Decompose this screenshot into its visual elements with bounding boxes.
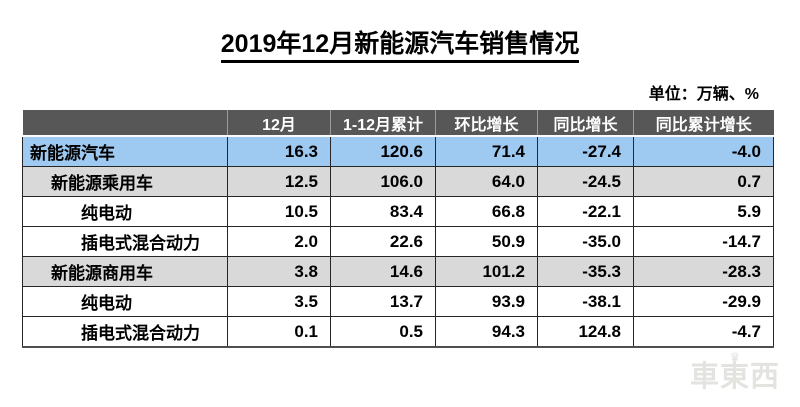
page-title-text: 2019年12月新能源汽车销售情况 [220,30,580,63]
value-cell: 13.7 [330,286,436,317]
value-cell: -35.0 [537,226,634,257]
value-cell: 12.5 [227,166,331,197]
value-cell: 22.6 [330,226,436,257]
value-cell: 71.4 [435,136,538,167]
value-cell: 0.5 [330,316,436,348]
value-cell: -35.3 [537,256,634,287]
value-cell: 94.3 [435,316,538,348]
column-header-cell: 同比累计增长 [633,110,774,137]
page-title: 2019年12月新能源汽车销售情况 [0,24,800,63]
value-cell: 2.0 [227,226,331,257]
table-header-row: 12月 1-12月累计 环比增长 同比增长 同比累计增长 [22,110,774,137]
row-label-cell: 新能源商用车 [22,256,228,287]
value-cell: 16.3 [227,136,331,167]
value-cell: -22.1 [537,196,634,227]
value-cell: -14.7 [633,226,774,257]
value-cell: 0.1 [227,316,331,348]
value-cell: 101.2 [435,256,538,287]
value-cell: -28.3 [633,256,774,287]
crown-icon: ♛ [729,350,741,364]
table-row: 插电式混合动力 0.1 0.5 94.3 124.8 -4.7 [22,316,774,348]
row-label-cell: 纯电动 [22,286,228,317]
column-header-cell: 1-12月累计 [330,110,436,137]
value-cell: 93.9 [435,286,538,317]
column-header-cell: 环比增长 [435,110,538,137]
column-header-cell: 同比增长 [537,110,634,137]
row-label-cell: 新能源汽车 [22,136,228,167]
chedongxi-watermark: ♛ 車東西 [676,351,794,392]
row-label-cell: 纯电动 [22,196,228,227]
table-row: 纯电动 10.5 83.4 66.8 -22.1 5.9 [22,196,774,227]
value-cell: 106.0 [330,166,436,197]
value-cell: 124.8 [537,316,634,348]
value-cell: 0.7 [633,166,774,197]
table-row: 新能源商用车 3.8 14.6 101.2 -35.3 -28.3 [22,256,774,287]
value-cell: 83.4 [330,196,436,227]
value-cell: -29.9 [633,286,774,317]
table-row: 插电式混合动力 2.0 22.6 50.9 -35.0 -14.7 [22,226,774,257]
value-cell: 3.5 [227,286,331,317]
value-cell: 10.5 [227,196,331,227]
value-cell: -24.5 [537,166,634,197]
value-cell: -4.7 [633,316,774,348]
table-row: 新能源汽车 16.3 120.6 71.4 -27.4 -4.0 [22,136,774,167]
value-cell: 3.8 [227,256,331,287]
row-label-cell: 插电式混合动力 [22,226,228,257]
value-cell: 120.6 [330,136,436,167]
column-header-cell: 12月 [227,110,331,137]
value-cell: 5.9 [633,196,774,227]
sales-table: 12月 1-12月累计 环比增长 同比增长 同比累计增长 新能源汽车 16.3 120.6 7… [22,110,774,348]
table-row: 新能源乘用车 12.5 106.0 64.0 -24.5 0.7 [22,166,774,197]
value-cell: -27.4 [537,136,634,167]
watermark-text: 車東西 [689,361,780,393]
table-row: 纯电动 3.5 13.7 93.9 -38.1 -29.9 [22,286,774,317]
value-cell: 66.8 [435,196,538,227]
sales-table-wrap: 12月 1-12月累计 环比增长 同比增长 同比累计增长 新能源汽车 16.3 120.6 7… [22,110,774,348]
corner-header-cell [22,110,228,137]
value-cell: 64.0 [435,166,538,197]
value-cell: 50.9 [435,226,538,257]
value-cell: -4.0 [633,136,774,167]
value-cell: -38.1 [537,286,634,317]
unit-note: 单位：万辆、% [648,86,759,103]
row-label-cell: 新能源乘用车 [22,166,228,197]
value-cell: 14.6 [330,256,436,287]
row-label-cell: 插电式混合动力 [22,316,228,348]
